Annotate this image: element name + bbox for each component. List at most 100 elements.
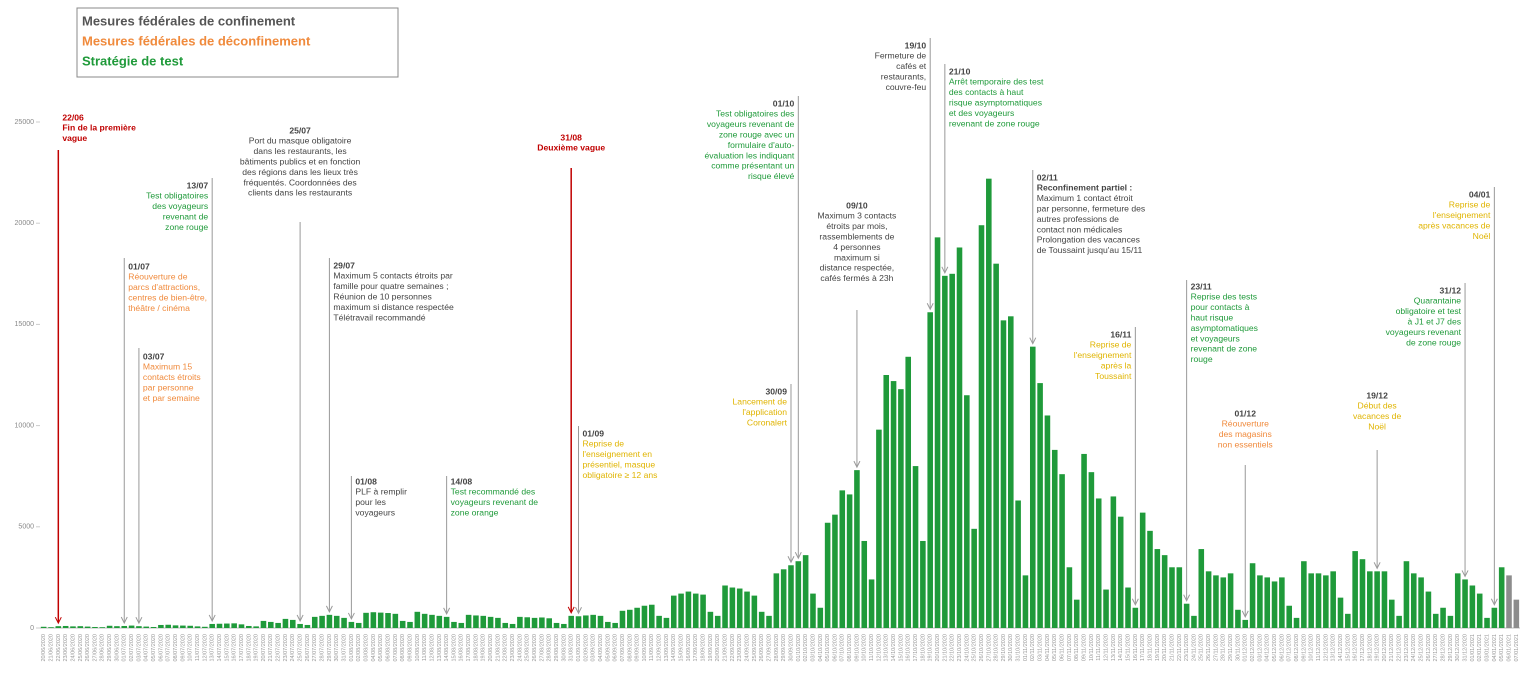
annotation-text: formulaire d'auto- bbox=[728, 140, 795, 150]
x-tick-label: 04/10/2020 bbox=[818, 634, 824, 662]
x-tick-label: 20/09/2020 bbox=[715, 634, 721, 662]
x-tick-label: 04/08/2020 bbox=[371, 634, 377, 662]
x-tick-label: 08/09/2020 bbox=[627, 634, 633, 662]
bar bbox=[1396, 615, 1402, 628]
x-tick-label: 29/06/2020 bbox=[107, 634, 113, 662]
bar bbox=[561, 623, 567, 628]
bar bbox=[1359, 559, 1366, 628]
bar bbox=[546, 618, 552, 628]
bar bbox=[876, 429, 882, 628]
x-tick-label: 26/08/2020 bbox=[532, 634, 538, 662]
x-tick-label: 01/09/2020 bbox=[576, 634, 582, 662]
x-tick-label: 11/11/2020 bbox=[1096, 634, 1102, 661]
bar bbox=[319, 615, 325, 628]
annotation-text: risque élevé bbox=[748, 171, 795, 181]
bar bbox=[1308, 573, 1314, 628]
bar bbox=[180, 625, 186, 628]
annotation-text: des magasins bbox=[1219, 429, 1272, 439]
bar bbox=[517, 616, 523, 628]
x-tick-label: 12/11/2020 bbox=[1103, 634, 1109, 661]
x-tick-label: 06/07/2020 bbox=[158, 634, 164, 662]
x-tick-label: 06/01/2021 bbox=[1506, 634, 1512, 662]
annotation-text: et des voyageurs bbox=[949, 108, 1014, 118]
x-tick-label: 02/10/2020 bbox=[803, 634, 809, 662]
annotation-text: non essentiels bbox=[1218, 439, 1273, 449]
bar bbox=[641, 605, 648, 628]
x-tick-label: 25/09/2020 bbox=[752, 634, 758, 662]
bar bbox=[55, 626, 62, 628]
annotation-text: Reprise de bbox=[1090, 340, 1132, 350]
annotation-text: Deuxième vague bbox=[537, 143, 605, 153]
x-tick-label: 24/12/2020 bbox=[1411, 634, 1417, 662]
annotation-text: fréquentés. Coordonnées des bbox=[243, 177, 356, 187]
bar bbox=[1059, 474, 1065, 628]
annotation-text: zone rouge bbox=[165, 222, 208, 232]
annotation-text: maximum si distance respectée bbox=[333, 302, 454, 312]
x-tick-label: 18/08/2020 bbox=[473, 634, 479, 662]
bar bbox=[62, 625, 69, 628]
x-tick-label: 27/06/2020 bbox=[92, 634, 98, 662]
x-tick-label: 10/08/2020 bbox=[415, 634, 421, 662]
x-tick-label: 09/10/2020 bbox=[854, 634, 860, 662]
bar bbox=[1410, 573, 1417, 628]
x-tick-label: 14/08/2020 bbox=[444, 634, 450, 662]
annotation-text: Fin de la première bbox=[62, 123, 136, 133]
bar bbox=[1117, 516, 1124, 628]
y-tick-label: 20000 bbox=[15, 220, 35, 227]
bar bbox=[282, 618, 289, 628]
bar bbox=[810, 593, 816, 628]
annotation-text: obligatoire et test bbox=[1396, 306, 1462, 316]
bar bbox=[700, 594, 706, 628]
x-tick-label: 19/09/2020 bbox=[708, 634, 714, 662]
arrow-head bbox=[325, 605, 333, 613]
arrow-head bbox=[347, 612, 355, 621]
annotation-text: de zone rouge bbox=[1406, 337, 1461, 347]
annotation-text: asymptomatiques bbox=[1191, 323, 1258, 333]
x-tick-label: 27/11/2020 bbox=[1213, 634, 1219, 661]
bar bbox=[1476, 593, 1483, 628]
bar bbox=[627, 609, 633, 628]
y-tick-label: 0 bbox=[30, 625, 34, 632]
bar bbox=[1191, 615, 1197, 628]
annotation-text: Port du masque obligatoire bbox=[249, 136, 352, 146]
bar bbox=[956, 247, 963, 628]
x-tick-label: 23/09/2020 bbox=[737, 634, 743, 662]
bar bbox=[912, 466, 919, 628]
annotation-date: 19/12 bbox=[1366, 390, 1388, 400]
x-tick-label: 20/12/2020 bbox=[1382, 634, 1388, 662]
bar bbox=[1301, 561, 1307, 628]
x-tick-label: 17/11/2020 bbox=[1140, 634, 1146, 661]
annotation-text: distance respectée, bbox=[820, 263, 895, 273]
bar bbox=[744, 591, 750, 628]
bar bbox=[1484, 617, 1490, 628]
arrow-head bbox=[135, 616, 143, 625]
x-tick-label: 16/08/2020 bbox=[459, 634, 465, 662]
annotation-text: voyageurs bbox=[355, 507, 395, 517]
annotation-text: pour contacts à bbox=[1191, 302, 1250, 312]
annotation-text: l'enseignement bbox=[1074, 350, 1132, 360]
x-tick-label: 26/12/2020 bbox=[1426, 634, 1432, 662]
bar bbox=[1044, 415, 1051, 628]
annotation-text: revenant de zone bbox=[1191, 344, 1258, 354]
x-tick-label: 01/07/2020 bbox=[122, 634, 128, 662]
bar bbox=[1154, 549, 1161, 628]
annotation-text: vacances de bbox=[1353, 411, 1401, 421]
bar bbox=[194, 626, 201, 628]
bar bbox=[1469, 585, 1476, 628]
annotation-text: voyageurs revenant bbox=[1386, 327, 1462, 337]
x-tick-label: 22/10/2020 bbox=[950, 634, 956, 662]
bar bbox=[634, 607, 640, 628]
x-tick-label: 08/12/2020 bbox=[1294, 634, 1300, 662]
bar bbox=[1257, 575, 1263, 628]
bar bbox=[1198, 549, 1205, 628]
annotation-text: par personne, fermeture des bbox=[1037, 203, 1145, 213]
bar bbox=[1388, 599, 1395, 628]
bar bbox=[48, 627, 54, 628]
x-tick-label: 25/06/2020 bbox=[78, 634, 84, 662]
x-tick-label: 27/10/2020 bbox=[986, 634, 992, 662]
bar bbox=[1271, 581, 1278, 628]
x-tick-label: 16/09/2020 bbox=[686, 634, 692, 662]
x-tick-label: 21/10/2020 bbox=[942, 634, 948, 662]
x-tick-label: 13/09/2020 bbox=[664, 634, 670, 662]
bar bbox=[788, 565, 794, 628]
